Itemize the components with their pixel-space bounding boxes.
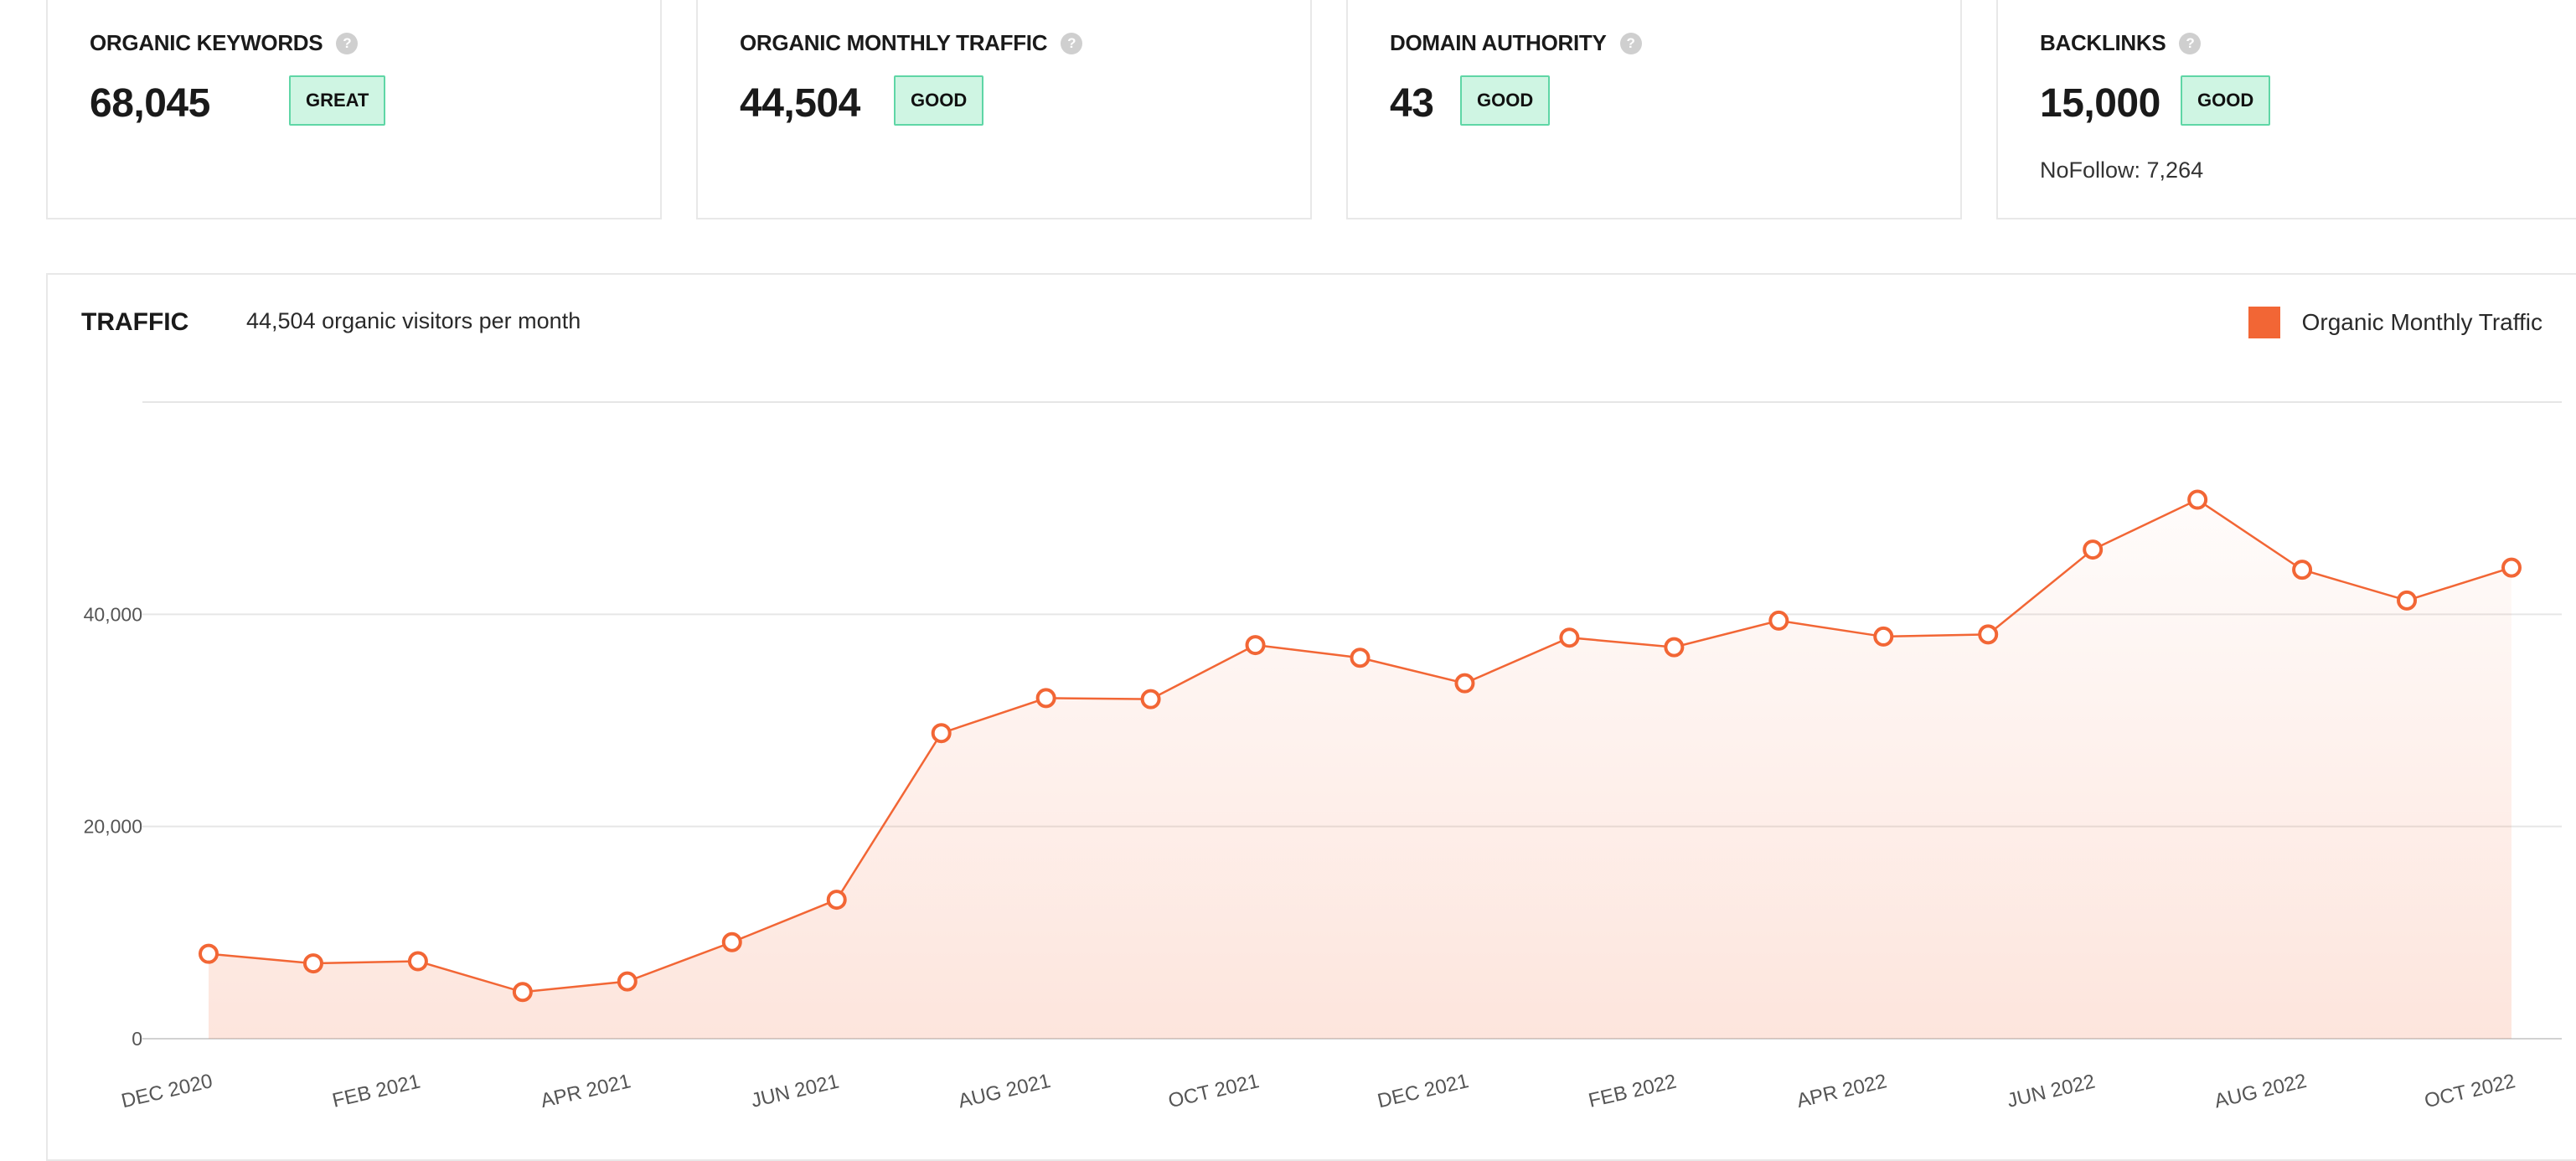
metric-card-domain-authority: DOMAIN AUTHORITY ? 43 GOOD [1346,0,1962,219]
x-tick-label: JUN 2022 [2005,1071,2097,1112]
data-point [2187,489,2208,510]
metric-label: DOMAIN AUTHORITY ? [1390,30,1642,56]
metric-label: ORGANIC KEYWORDS ? [90,30,359,56]
data-point [407,951,428,972]
status-badge: GOOD [1460,75,1551,126]
x-tick-label: APR 2022 [1794,1070,1889,1112]
metric-value: 43 [1390,81,1434,126]
data-point [2292,560,2313,580]
help-icon[interactable]: ? [1061,32,1083,54]
legend-label: Organic Monthly Traffic [2301,309,2542,335]
series-area [209,499,2511,1039]
y-tick-label: 0 [132,1028,142,1050]
y-tick-label: 40,000 [84,603,142,625]
help-icon[interactable]: ? [1619,32,1642,54]
x-tick-label: DEC 2021 [1376,1070,1471,1112]
x-tick-label: APR 2021 [539,1070,633,1112]
data-point [1559,627,1580,648]
data-point [1035,688,1056,709]
data-point [826,890,847,911]
metric-label-text: ORGANIC KEYWORDS [90,30,323,55]
status-badge: GREAT [289,75,386,126]
x-tick-label: OCT 2021 [1166,1070,1262,1112]
data-point [1350,648,1371,668]
data-point [1664,637,1685,658]
x-tick-label: JUN 2021 [749,1071,841,1112]
x-tick-label: AUG 2022 [2212,1070,2309,1113]
data-point [617,971,638,992]
data-point [2397,590,2418,611]
metric-label: BACKLINKS ? [2040,30,2202,56]
x-tick-label: AUG 2021 [956,1070,1052,1113]
data-point [1978,624,1999,645]
metric-card-backlinks: BACKLINKS ? 15,000 GOOD NoFollow: 7,264 [1996,0,2576,219]
metric-label-text: BACKLINKS [2040,30,2166,55]
metric-label-text: ORGANIC MONTHLY TRAFFIC [740,30,1048,55]
nofollow-count: NoFollow: 7,264 [2040,157,2204,183]
metric-value: 68,045 [90,81,210,126]
data-point [302,953,323,974]
legend-swatch [2248,307,2280,338]
metric-label: ORGANIC MONTHLY TRAFFIC ? [740,30,1083,56]
data-point [1768,610,1789,631]
chart-title: TRAFFIC [81,308,189,336]
metric-card-organic-keywords: ORGANIC KEYWORDS ? 68,045 GREAT [46,0,662,219]
data-point [1140,689,1161,710]
metric-value: 15,000 [2040,81,2160,126]
data-point [512,982,533,1003]
data-point [721,931,742,952]
chart-legend[interactable]: Organic Monthly Traffic [2248,307,2542,338]
x-tick-label: OCT 2022 [2423,1070,2518,1112]
status-badge: GOOD [894,75,984,126]
traffic-chart: 0 20,000 40,000 DEC 2020 FEB 2021 APR 2021 JUN… [84,401,2562,1113]
x-tick-label: DEC 2020 [119,1070,214,1112]
data-point [931,723,952,744]
data-point [2501,557,2522,578]
data-point [1873,626,1894,647]
metric-value: 44,504 [740,81,860,126]
data-point [1454,673,1475,694]
data-point [2083,539,2104,560]
status-badge: GOOD [2181,75,2271,126]
data-point [199,943,219,964]
x-tick-label: FEB 2021 [330,1071,422,1112]
data-point [1245,635,1266,656]
help-icon[interactable]: ? [2179,32,2202,54]
metric-label-text: DOMAIN AUTHORITY [1390,30,1607,55]
x-tick-label: FEB 2022 [1587,1071,1679,1112]
chart-subtitle: 44,504 organic visitors per month [246,308,581,333]
metric-card-organic-monthly-traffic: ORGANIC MONTHLY TRAFFIC ? 44,504 GOOD [696,0,1312,219]
y-tick-label: 20,000 [84,816,142,838]
help-icon[interactable]: ? [336,32,359,54]
